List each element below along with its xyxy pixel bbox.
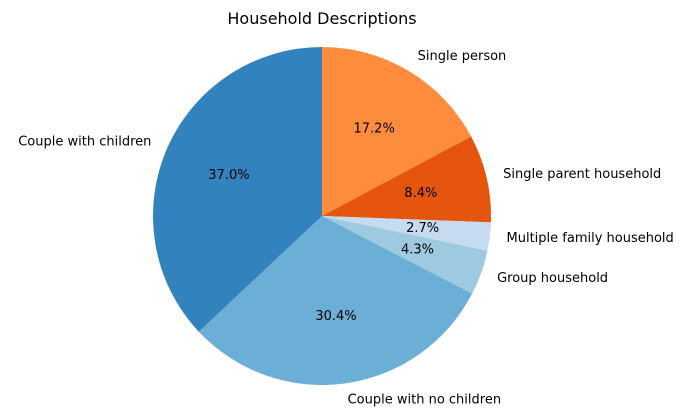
slice-label-multiple-family-household: Multiple family household xyxy=(507,231,674,246)
pct-label-single-person: 17.2% xyxy=(354,122,395,137)
pie-slice-group-household xyxy=(322,216,488,294)
slice-label-couple-with-no-children: Couple with no children xyxy=(348,393,501,408)
pie-slices xyxy=(153,47,491,385)
slice-label-single-parent-household: Single parent household xyxy=(503,167,661,182)
slice-label-couple-with-children: Couple with children xyxy=(18,135,151,150)
pie-slice-multiple-family-household xyxy=(322,216,491,251)
pie-slice-couple-with-children xyxy=(153,47,322,332)
pie-labels: Single person 17.2% Single parent househol… xyxy=(18,49,674,408)
chart-title: Household Descriptions xyxy=(227,9,416,28)
pct-label-couple-with-no-children: 30.4% xyxy=(315,309,356,324)
slice-label-group-household: Group household xyxy=(497,271,608,286)
pct-label-multiple-family-household: 2.7% xyxy=(406,221,439,236)
slice-label-single-person: Single person xyxy=(418,49,507,64)
pct-label-couple-with-children: 37.0% xyxy=(208,168,249,183)
pie-slice-single-person xyxy=(322,47,472,216)
pct-label-group-household: 4.3% xyxy=(401,243,434,258)
pct-label-single-parent-household: 8.4% xyxy=(404,186,437,201)
pie-slice-couple-with-no-children xyxy=(198,216,473,385)
pie-slice-single-parent-household xyxy=(322,136,491,223)
